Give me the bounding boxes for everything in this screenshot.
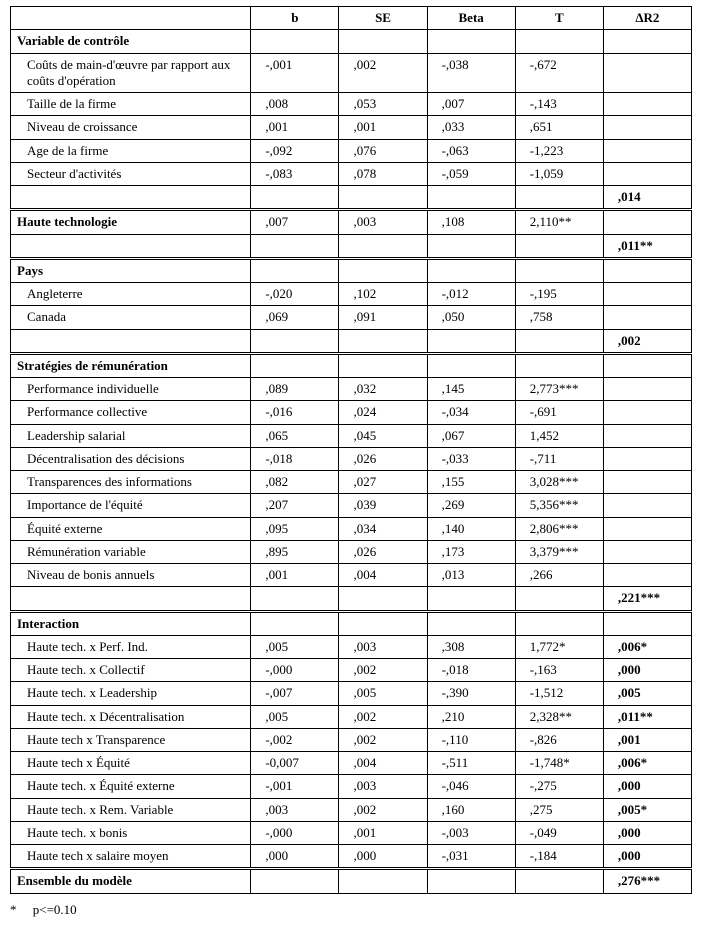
- table-row: Coûts de main-d'œuvre par rapport aux co…: [11, 53, 692, 93]
- regression-table: b SE Beta T ΔR2 Variable de contrôleCoût…: [10, 6, 692, 894]
- summary-row: ,011**: [11, 234, 692, 258]
- footnote-star: *: [10, 902, 17, 917]
- footnote-text: p<=0.10: [33, 902, 77, 917]
- col-label: [11, 7, 251, 30]
- table-row: Taille de la firme,008,053,007-,143: [11, 93, 692, 116]
- table-row: Rémunération variable,895,026,1733,379**…: [11, 540, 692, 563]
- total-row: Ensemble du modèle,276***: [11, 869, 692, 893]
- col-se: SE: [339, 7, 427, 30]
- table-row: Leadership salarial,065,045,0671,452: [11, 424, 692, 447]
- table-row: Haute tech. x Décentralisation,005,002,2…: [11, 705, 692, 728]
- table-row: Haute tech x Équité-0,007,004-,511-1,748…: [11, 752, 692, 775]
- table-row: Haute tech. x Leadership-,007,005-,390-1…: [11, 682, 692, 705]
- section-header: Variable de contrôle: [11, 30, 692, 53]
- table-row: Age de la firme-,092,076-,063-1,223: [11, 139, 692, 162]
- section-header: Stratégies de rémunération: [11, 353, 692, 377]
- table-row: Haute tech. x Collectif-,000,002-,018-,1…: [11, 659, 692, 682]
- table-row: Transparences des informations,082,027,1…: [11, 471, 692, 494]
- col-b: b: [251, 7, 339, 30]
- header-row: b SE Beta T ΔR2: [11, 7, 692, 30]
- table-row: Performance individuelle,089,032,1452,77…: [11, 378, 692, 401]
- footnote: * p<=0.10: [10, 902, 692, 918]
- section-header: Haute technologie,007,003,1082,110**: [11, 210, 692, 234]
- table-row: Importance de l'équité,207,039,2695,356*…: [11, 494, 692, 517]
- col-dr2: ΔR2: [603, 7, 691, 30]
- col-t: T: [515, 7, 603, 30]
- table-row: Angleterre-,020,102-,012-,195: [11, 283, 692, 306]
- table-row: Secteur d'activités-,083,078-,059-1,059: [11, 162, 692, 185]
- table-row: Haute tech x Transparence-,002,002-,110-…: [11, 728, 692, 751]
- table-row: Haute tech. x Rem. Variable,003,002,160,…: [11, 798, 692, 821]
- summary-row: ,014: [11, 186, 692, 210]
- table-row: Haute tech. x Perf. Ind.,005,003,3081,77…: [11, 635, 692, 658]
- table-row: Performance collective-,016,024-,034-,69…: [11, 401, 692, 424]
- col-beta: Beta: [427, 7, 515, 30]
- table-row: Canada,069,091,050,758: [11, 306, 692, 329]
- table-row: Décentralisation des décisions-,018,026-…: [11, 447, 692, 470]
- table-row: Haute tech x salaire moyen,000,000-,031-…: [11, 845, 692, 869]
- table-row: Niveau de bonis annuels,001,004,013,266: [11, 564, 692, 587]
- table-row: Niveau de croissance,001,001,033,651: [11, 116, 692, 139]
- section-header: Interaction: [11, 611, 692, 635]
- section-header: Pays: [11, 258, 692, 282]
- summary-row: ,002: [11, 329, 692, 353]
- table-row: Haute tech. x bonis-,000,001-,003-,049,0…: [11, 821, 692, 844]
- table-row: Haute tech. x Équité externe-,001,003-,0…: [11, 775, 692, 798]
- summary-row: ,221***: [11, 587, 692, 611]
- table-row: Équité externe,095,034,1402,806***: [11, 517, 692, 540]
